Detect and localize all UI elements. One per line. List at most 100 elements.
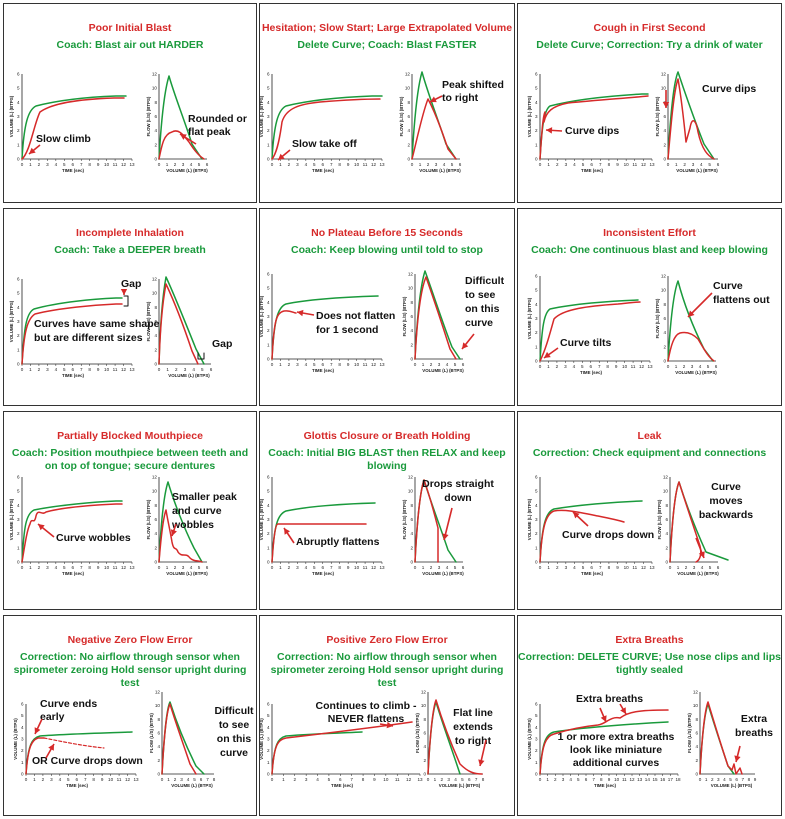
time-tick-label: 9	[608, 777, 611, 782]
time-tick-label: 15	[652, 777, 658, 782]
time-tick-label: 9	[347, 565, 350, 570]
volume-tick-label: 4	[267, 300, 270, 305]
panel-hesitation-slow-start: Hesitation; Slow Start; Large Extrapolat…	[259, 3, 515, 203]
volume-tick-label: 3	[535, 517, 538, 522]
time-tick-label: 10	[108, 777, 114, 782]
time-tick-label: 0	[21, 367, 24, 372]
time-tick-label: 8	[608, 565, 611, 570]
volume-axis-label: VOLUME (L) (BTPS)	[9, 498, 14, 540]
left-annotation: early	[40, 711, 65, 723]
time-tick-label: 12	[639, 364, 645, 369]
flow-tick-label: 0	[695, 772, 698, 777]
peak-shift-arrow-head	[430, 96, 437, 103]
volume-tick-label: 1	[535, 545, 538, 550]
time-tick-label: 12	[629, 777, 635, 782]
right-annotation: Curve	[711, 481, 741, 493]
panel-subtitle: Coach: Position mouthpiece between teeth…	[11, 447, 249, 472]
volume-tick-label: 2	[683, 364, 686, 369]
time-tick-label: 5	[328, 777, 331, 782]
time-tick-label: 5	[63, 367, 66, 372]
volume-tick-label: 2	[17, 531, 20, 536]
volume-tick-label: 3	[692, 162, 695, 167]
flow-tick-label: 0	[154, 157, 157, 162]
left-annotation: Extra breaths	[576, 693, 643, 705]
time-tick-label: 3	[565, 565, 568, 570]
flow-tick-label: 12	[408, 272, 414, 277]
right-annotation: extends	[453, 721, 493, 733]
volume-tick-label: 0	[17, 362, 20, 367]
flow-tick-label: 4	[695, 744, 698, 749]
volume-tick-label: 6	[535, 72, 538, 77]
flow-tick-label: 2	[695, 758, 698, 763]
right-annotation: moves	[709, 495, 742, 507]
volume-tick-label: 4	[701, 565, 704, 570]
flow-tick-label: 2	[410, 342, 413, 347]
time-tick-label: 5	[313, 565, 316, 570]
volume-axis-label: VOLUME (L) (BTPS)	[675, 370, 717, 375]
time-tick-label: 8	[88, 565, 91, 570]
time-tick-label: 3	[564, 364, 567, 369]
volume-tick-label: 3	[693, 565, 696, 570]
climb-arrow-head	[386, 721, 393, 729]
flow-tick-label: 10	[408, 286, 414, 291]
volume-axis-label: VOLUME (L) (BTPS)	[260, 95, 264, 137]
time-tick-label: 6	[71, 565, 74, 570]
time-tick-label: 13	[379, 162, 385, 167]
time-tick-label: 9	[97, 367, 100, 372]
right-annotation: to right	[442, 92, 479, 104]
time-tick-label: 7	[599, 565, 602, 570]
flow-tick-label: 4	[407, 128, 410, 133]
flow-axis-label: FLOW (L/S) (BTPS)	[657, 499, 662, 539]
volume-tick-label: 5	[454, 362, 457, 367]
volume-tick-label: 3	[17, 114, 20, 119]
panel-incomplete-inhalation: Incomplete Inhalation Coach: Take a DEEP…	[3, 208, 257, 406]
volume-tick-label: 0	[667, 162, 670, 167]
volume-tick-label: 0	[414, 362, 417, 367]
volume-tick-label: 2	[711, 777, 714, 782]
flow-axis-label: FLOW (L/S) (BTPS)	[655, 96, 660, 136]
good-flow-curve	[667, 71, 715, 160]
time-tick-label: 12	[641, 162, 647, 167]
volume-tick-label: 0	[535, 772, 538, 777]
volume-tick-label: 0	[17, 157, 20, 162]
flow-axis-label: FLOW (L/S) (BTPS)	[402, 296, 407, 336]
time-tick-label: 8	[608, 162, 611, 167]
time-tick-label: 6	[589, 364, 592, 369]
volume-tick-label: 5	[707, 364, 710, 369]
right-annotation: on this	[465, 303, 500, 315]
time-tick-label: 7	[80, 162, 83, 167]
time-tick-label: 11	[113, 162, 118, 167]
volume-tick-label: 5	[461, 777, 464, 782]
time-axis-label: TIME (sec)	[312, 571, 334, 576]
time-tick-label: 2	[38, 367, 41, 372]
gap-label-right: Gap	[212, 338, 232, 350]
time-tick-label: 10	[614, 777, 620, 782]
time-tick-label: 10	[624, 162, 630, 167]
volume-tick-label: 6	[206, 565, 209, 570]
flow-tick-label: 6	[157, 731, 160, 736]
time-tick-label: 2	[556, 364, 559, 369]
flow-tick-label: 0	[423, 772, 426, 777]
volume-tick-label: 6	[210, 367, 213, 372]
panel-subtitle: Coach: Take a DEEPER breath	[54, 244, 206, 256]
time-tick-label: 13	[647, 364, 653, 369]
volume-tick-label: 6	[17, 475, 20, 480]
panel-extra-breaths: Extra Breaths Correction: DELETE CURVE; …	[517, 615, 782, 816]
time-tick-label: 13	[129, 367, 135, 372]
volume-tick-label: 2	[174, 777, 177, 782]
time-tick-label: 2	[288, 162, 291, 167]
volume-tick-label: 1	[705, 777, 708, 782]
volume-axis-label: VOLUME (L) (BTPS)	[171, 783, 213, 788]
flow-tick-label: 0	[663, 359, 666, 364]
time-tick-label: 18	[675, 777, 681, 782]
time-axis-label: TIME (sec)	[581, 168, 603, 173]
time-axis-label: TIME (sec)	[62, 373, 84, 378]
left-annotation: Curve drops down	[562, 529, 654, 541]
volume-axis-label: VOLUME (L) (BTPS)	[260, 498, 264, 540]
volume-axis-label: VOLUME (L) (BTPS)	[527, 95, 532, 137]
panel-title: Positive Zero Flow Error	[326, 634, 448, 646]
volume-tick-label: 1	[419, 162, 422, 167]
time-tick-label: 0	[271, 565, 274, 570]
